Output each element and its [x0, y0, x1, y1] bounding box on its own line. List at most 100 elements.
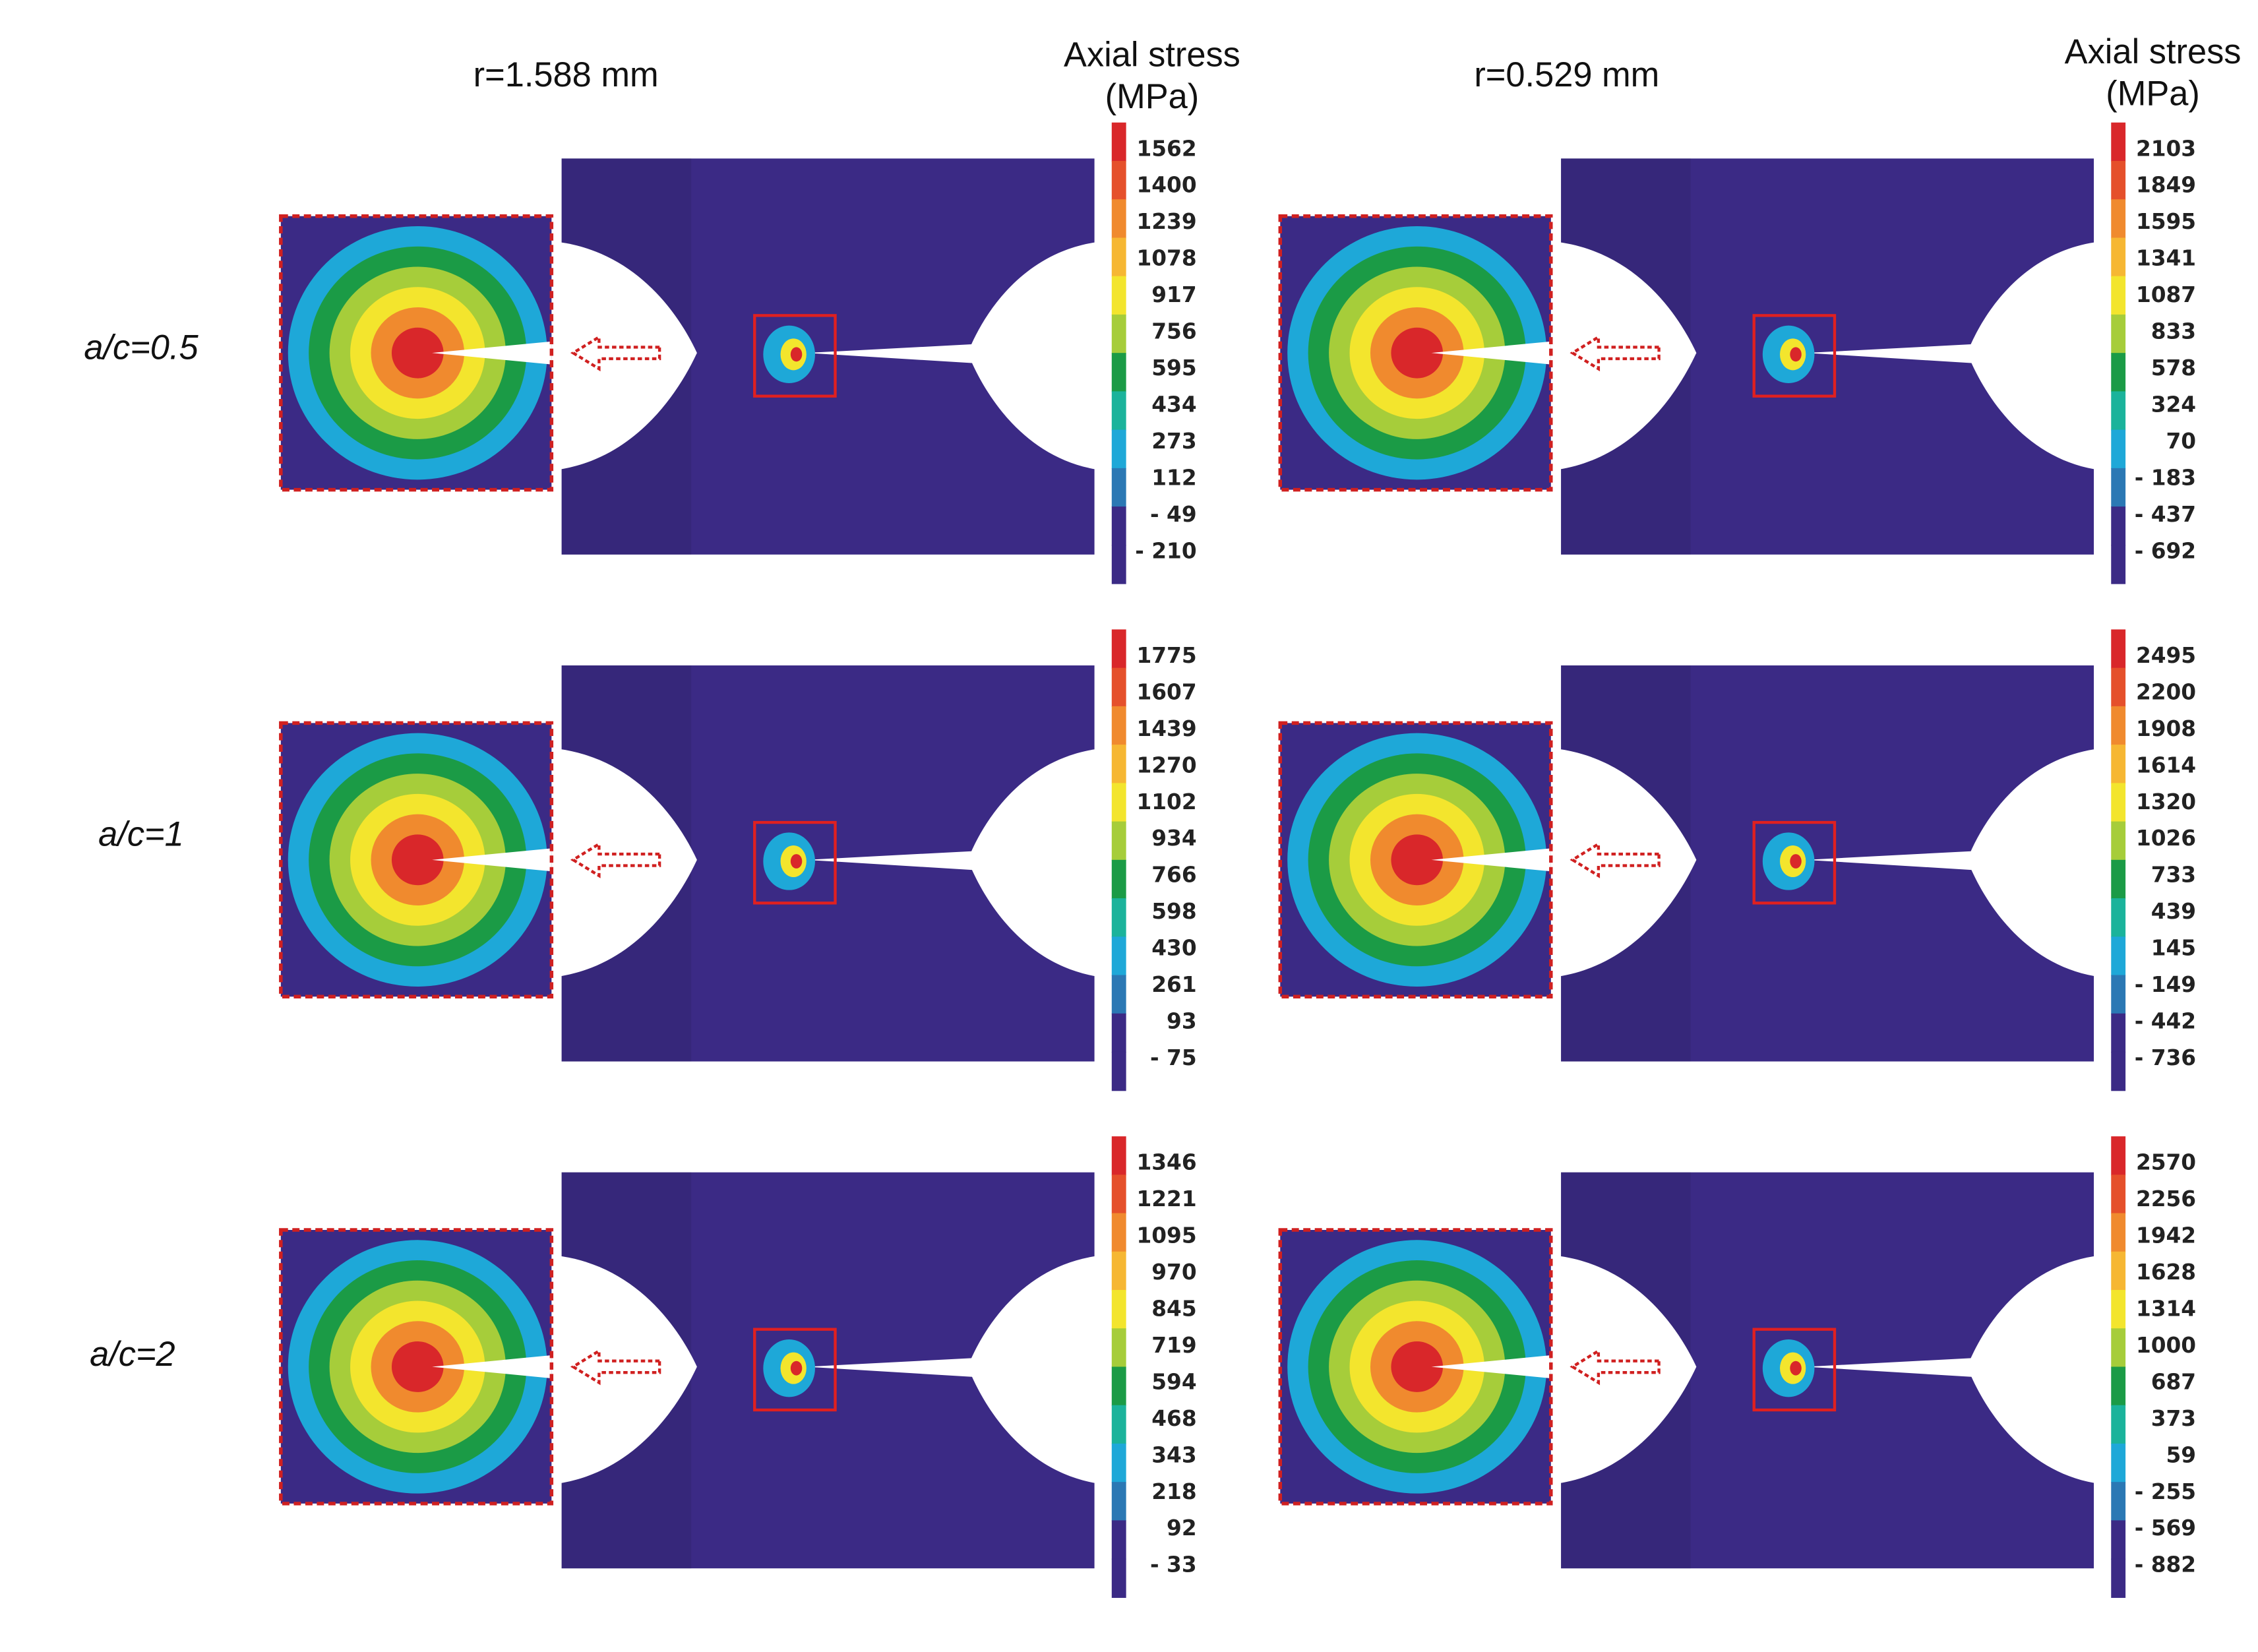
colorbar-tick-label: 766	[1151, 863, 1196, 888]
inset-frame	[279, 721, 554, 998]
inset-contour	[391, 327, 444, 379]
colorbar-tick-label: 2256	[2136, 1186, 2196, 1211]
colorbar-band	[2111, 429, 2126, 469]
colorbar-band	[2111, 1443, 2126, 1483]
notch	[1967, 1256, 2097, 1484]
colorbar-band	[1111, 936, 1126, 976]
zoom-box	[753, 1328, 837, 1412]
inset-crack	[432, 341, 552, 365]
colorbar-tick-label: - 692	[2135, 538, 2196, 563]
colorbar-tick-label: 833	[2151, 319, 2196, 344]
notch	[1558, 1256, 1697, 1484]
arrow	[570, 334, 661, 372]
colorbar-band	[1111, 276, 1126, 316]
row-label: a/c=2	[90, 1335, 175, 1374]
colorbar-band	[2111, 237, 2126, 277]
colorbar-band	[1111, 545, 1126, 584]
colorbar-band	[1111, 122, 1126, 162]
hot-spot	[1790, 854, 1802, 869]
colorbar-band	[1111, 1013, 1126, 1053]
colorbar-tick-label: 273	[1151, 429, 1196, 454]
colorbar-band	[2111, 898, 2126, 938]
colorbar-title: (MPa)	[1105, 78, 1200, 116]
hot-spot	[790, 1361, 803, 1376]
zoom-box	[753, 314, 837, 398]
colorbar-band	[2111, 745, 2126, 784]
panel: 2495 2200 1908 1614 1320 1026 733 439 145 - 149 - …	[1278, 629, 2196, 1091]
colorbar-band	[1111, 1136, 1126, 1176]
crack	[1806, 1358, 1972, 1377]
colorbar-tick-label: 719	[1151, 1333, 1196, 1358]
colorbar-band	[1111, 1290, 1126, 1330]
zoom-box	[753, 820, 837, 905]
colorbar-band	[2111, 1136, 2126, 1176]
colorbar-tick-label: 218	[1151, 1479, 1196, 1504]
column-title: r=1.588 mm	[473, 56, 659, 94]
colorbar-tick-label: 468	[1151, 1406, 1196, 1431]
colorbar-band	[2111, 667, 2126, 707]
colorbar-tick-label: - 736	[2135, 1045, 2196, 1070]
colorbar-tick-label: 430	[1151, 936, 1196, 961]
notch	[1558, 749, 1697, 977]
panel: 1562 1400 1239 1078 917 756 595 434 273 112 - 49 - …	[279, 122, 1197, 584]
colorbar-band	[1111, 429, 1126, 469]
hot-spot	[790, 347, 803, 362]
notch	[1967, 242, 2097, 470]
colorbar-band	[2111, 1520, 2126, 1560]
inset-crack	[432, 1355, 552, 1378]
colorbar-tick-label: 917	[1151, 282, 1196, 307]
colorbar-band	[1111, 1328, 1126, 1368]
colorbar-tick-label: - 255	[2135, 1479, 2196, 1504]
inset-contour	[391, 834, 444, 886]
inset-frame	[279, 214, 554, 492]
colorbar-tick-label: 687	[2151, 1369, 2196, 1394]
colorbar-band	[1111, 1051, 1126, 1091]
colorbar-band	[1111, 745, 1126, 784]
notch	[967, 1256, 1097, 1484]
hot-spot	[1790, 1361, 1802, 1376]
colorbar-tick-label: 1341	[2136, 246, 2196, 271]
panel: 1346 1221 1095 970 845 719 594 468 343 218 92 - 33	[279, 1136, 1197, 1598]
colorbar-band	[2111, 199, 2126, 239]
crack	[1806, 344, 1972, 363]
colorbar-band	[2111, 706, 2126, 746]
colorbar-band	[2111, 629, 2126, 669]
colorbar-band	[2111, 1213, 2126, 1252]
colorbar-band	[2111, 859, 2126, 900]
colorbar-tick-label: 1775	[1136, 643, 1196, 668]
colorbar-tick-label: 1078	[1136, 246, 1196, 271]
colorbar-band	[1111, 629, 1126, 669]
colorbar-tick-label: 1562	[1136, 136, 1196, 161]
inset-crack	[432, 848, 552, 872]
colorbar-band	[2111, 1290, 2126, 1330]
colorbar-tick-label: 578	[2151, 355, 2196, 381]
colorbar-tick-label: 373	[2151, 1406, 2196, 1431]
colorbar-band	[2111, 276, 2126, 316]
inset-frame	[279, 1228, 554, 1506]
colorbar-tick-label: 733	[2151, 863, 2196, 888]
colorbar-tick-label: 1320	[2136, 789, 2196, 814]
colorbar-tick-label: 1270	[1136, 752, 1196, 778]
colorbar-tick-label: - 33	[1150, 1552, 1197, 1577]
colorbar-band	[1111, 1482, 1126, 1521]
colorbar-tick-label: 1095	[1136, 1223, 1196, 1248]
colorbar-band	[2111, 1482, 2126, 1521]
arrow	[570, 1348, 661, 1386]
colorbar-band	[1111, 667, 1126, 707]
arrow	[1570, 334, 1661, 372]
inset-contour	[1391, 834, 1444, 886]
crack	[1806, 851, 1972, 871]
colorbar-tick-label: 1102	[1136, 789, 1196, 814]
colorbar-band	[2111, 1328, 2126, 1368]
inset-frame	[1278, 214, 1553, 492]
colorbar-tick-label: 1087	[2136, 282, 2196, 307]
colorbar-band	[2111, 545, 2126, 584]
colorbar-tick-label: 112	[1151, 465, 1196, 490]
colorbar-title: Axial stress	[2065, 33, 2242, 71]
colorbar-title: (MPa)	[2106, 75, 2200, 113]
colorbar-band	[1111, 391, 1126, 431]
notch	[559, 242, 697, 470]
colorbar-tick-label: 343	[1151, 1442, 1196, 1467]
colorbar-tick-label: 1849	[2136, 173, 2196, 198]
